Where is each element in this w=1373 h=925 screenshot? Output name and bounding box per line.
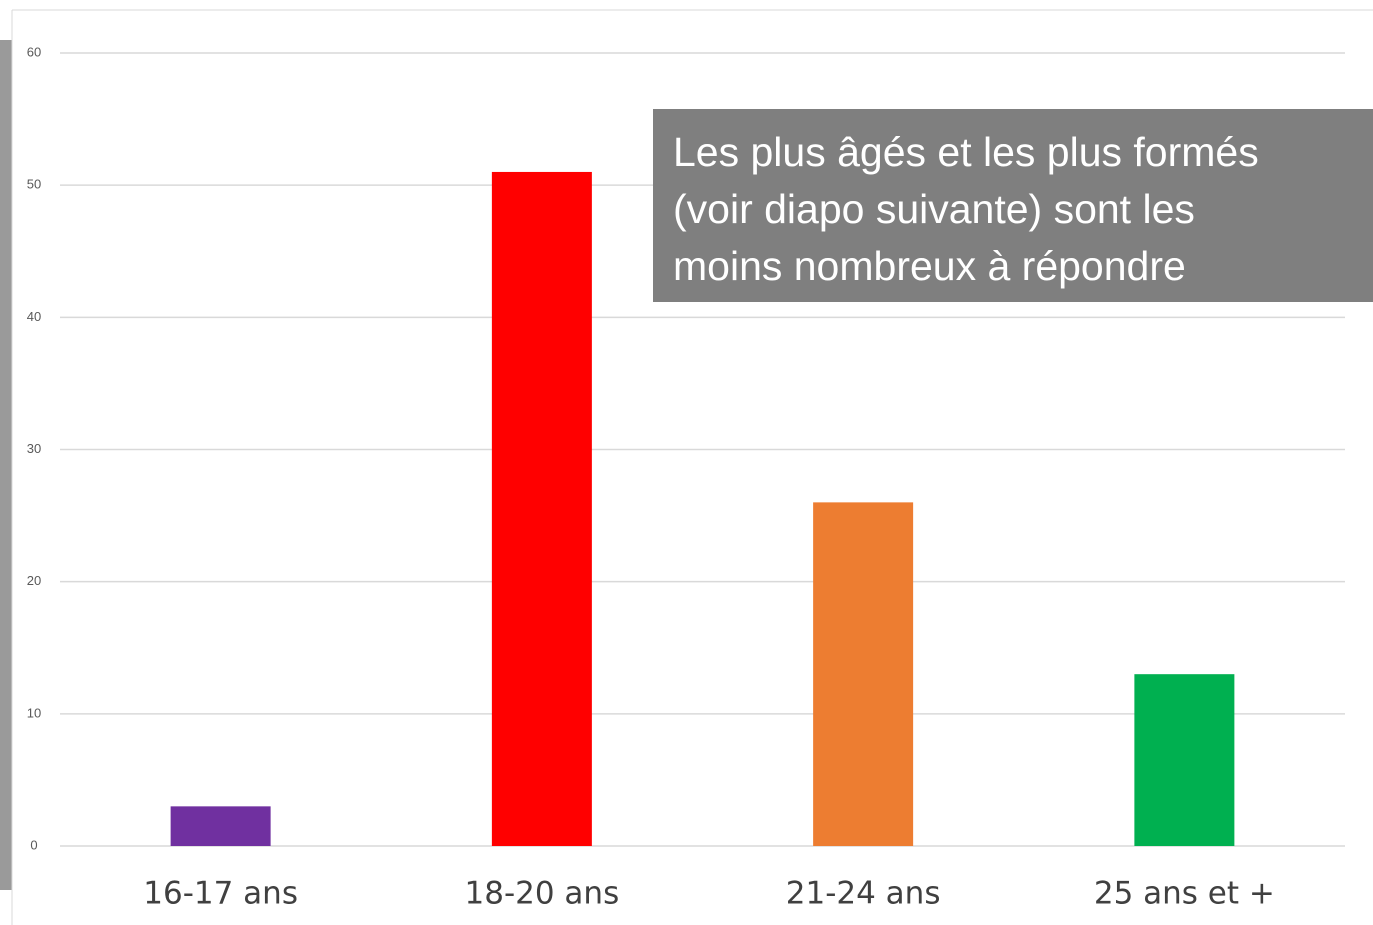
- bar: [1134, 674, 1235, 846]
- y-tick-label: 60: [27, 44, 41, 59]
- x-tick-label: 16-17 ans: [143, 876, 298, 912]
- y-tick-label: 0: [30, 837, 37, 852]
- y-tick-label: 40: [27, 309, 41, 324]
- bar: [813, 502, 914, 846]
- x-tick-label: 18-20 ans: [465, 876, 620, 912]
- annotation-box: [653, 109, 1373, 302]
- annotation-line: (voir diapo suivante) sont les: [673, 186, 1195, 232]
- bar: [170, 806, 271, 846]
- y-tick-label: 10: [27, 705, 41, 720]
- y-tick-label: 30: [27, 441, 41, 456]
- x-tick-label: 25 ans et +: [1094, 876, 1275, 912]
- annotation-line: moins nombreux à répondre: [673, 243, 1186, 289]
- x-tick-label: 21-24 ans: [786, 876, 941, 912]
- y-tick-label: 20: [27, 573, 41, 588]
- bar: [491, 171, 592, 846]
- left-photo-strip: [0, 40, 12, 890]
- annotation-line: Les plus âgés et les plus formés: [673, 129, 1259, 175]
- y-tick-label: 50: [27, 177, 41, 192]
